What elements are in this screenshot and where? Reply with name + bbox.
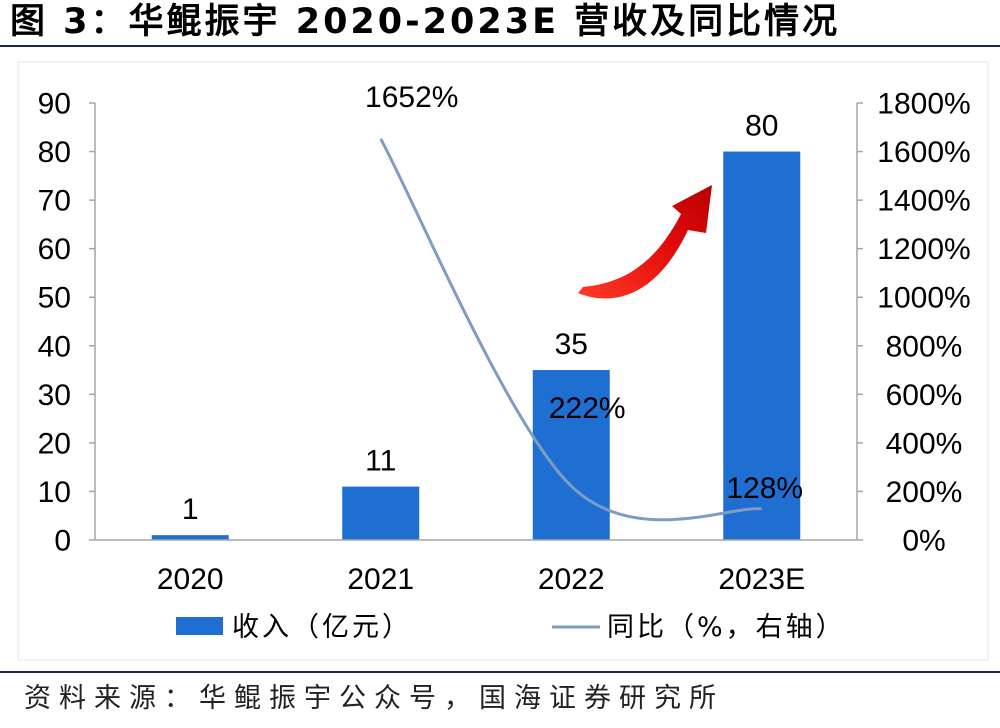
legend-label-yoy: 同比（%，右轴）	[607, 612, 846, 643]
title-rule	[0, 45, 1000, 47]
page-title: 图 3：华鲲振宇 2020-2023E 营收及同比情况	[10, 2, 841, 42]
source-note: 资料来源：华鲲振宇公众号，国海证券研究所	[24, 683, 724, 714]
y2-tick-label: 1800%	[877, 88, 970, 121]
y2-tick-label: 200%	[886, 476, 963, 509]
footer-rule	[0, 671, 1000, 673]
chart-frame	[17, 61, 989, 661]
tick-marks	[89, 102, 863, 541]
category-label: 2020	[157, 563, 224, 596]
legend-swatch-revenue	[176, 617, 223, 635]
legend-label-revenue: 收入（亿元）	[232, 612, 412, 643]
yoy-line	[379, 138, 762, 522]
y2-tick-label: 1600%	[877, 136, 970, 169]
yoy-value-label: 128%	[726, 472, 803, 505]
y-tick-label: 60	[38, 233, 71, 266]
y2-tick-label: 1000%	[877, 282, 970, 315]
y-tick-label: 40	[38, 330, 71, 363]
y-tick-label: 50	[38, 282, 71, 315]
category-label: 2022	[538, 563, 605, 596]
bar-value-label: 1	[182, 493, 199, 526]
y2-tick-label: 600%	[886, 379, 963, 412]
bar-value-label: 35	[555, 328, 588, 361]
y2-axis-labels: 0% 200% 400% 600% 800% 1000% 1200% 1400% 1600% 18…	[877, 88, 970, 558]
y2-tick-label: 400%	[886, 427, 963, 460]
category-label: 2021	[347, 563, 414, 596]
y-tick-label: 10	[38, 476, 71, 509]
y-tick-label: 30	[38, 379, 71, 412]
bar-revenue-2023e	[723, 151, 801, 541]
yoy-value-label: 222%	[549, 392, 626, 425]
y-tick-label: 90	[38, 88, 71, 121]
bar-value-label: 80	[745, 110, 778, 143]
bars-layer	[151, 151, 801, 541]
y-tick-label: 80	[38, 136, 71, 169]
y2-tick-label: 800%	[886, 330, 963, 363]
y-tick-label: 0	[54, 525, 71, 558]
bar-value-label: 11	[365, 445, 396, 478]
y2-tick-label: 1200%	[877, 233, 970, 266]
y2-tick-label: 1400%	[877, 185, 970, 218]
y-tick-label: 20	[38, 427, 71, 460]
legend: 收入（亿元） 同比（%，右轴）	[176, 612, 846, 643]
line-layer	[379, 138, 762, 522]
bar-revenue-2020	[151, 535, 229, 540]
y2-tick-label: 0%	[902, 525, 945, 558]
y-tick-label: 70	[38, 185, 71, 218]
category-label: 2023E	[718, 563, 805, 596]
yoy-value-label: 1652%	[365, 81, 458, 114]
x-axis-labels: 2020 2021 2022 2023E	[157, 563, 805, 596]
red-arrow-icon	[578, 185, 712, 299]
y-axis-labels: 0 10 20 30 40 50 60 70 80 90	[38, 88, 71, 558]
bar-revenue-2021	[342, 486, 420, 540]
